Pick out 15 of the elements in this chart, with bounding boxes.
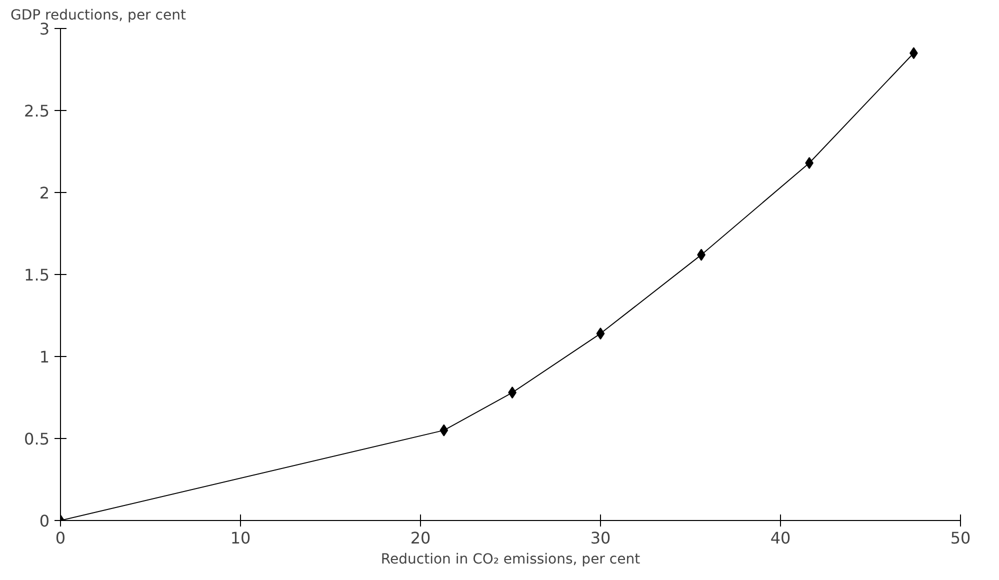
y-tick-label: 1.5 bbox=[24, 266, 50, 284]
x-tick-label: 20 bbox=[410, 528, 431, 548]
x-tick-label: 50 bbox=[950, 528, 971, 548]
y-tick-label: 1 bbox=[39, 348, 50, 366]
x-tick-label: 0 bbox=[55, 528, 66, 548]
point bbox=[440, 424, 448, 436]
y-tick-label: 0 bbox=[39, 512, 50, 530]
x-tick-label: 40 bbox=[770, 528, 791, 548]
y-tick-label: 0.5 bbox=[24, 430, 50, 448]
x-tick-label: 10 bbox=[230, 528, 251, 548]
point bbox=[596, 328, 605, 340]
x-tick-label: 30 bbox=[590, 528, 611, 548]
x-axis-title: Reduction in CO₂ emissions, per cent bbox=[380, 552, 641, 568]
y-tick-label: 2.5 bbox=[24, 102, 50, 120]
y-tick-label: 2 bbox=[39, 184, 50, 202]
